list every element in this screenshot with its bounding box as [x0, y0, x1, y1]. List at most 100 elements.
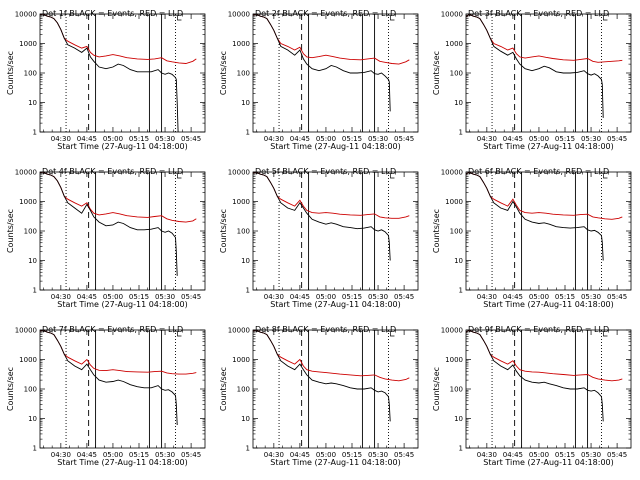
series-events-black: [466, 14, 604, 118]
plot-frame: [465, 329, 632, 449]
x-tick-label: 04:30: [51, 451, 71, 459]
chart-title: Det 3f BLACK = Events, RED = LLD: [468, 9, 609, 18]
x-tick-label: 05:30: [155, 293, 175, 301]
y-tick-label: 1000: [232, 40, 250, 48]
x-tick-label: 05:45: [181, 135, 201, 143]
x-tick-label: 05:00: [316, 135, 336, 143]
x-tick-label: 04:30: [264, 293, 284, 301]
x-tick-label: 04:45: [290, 135, 310, 143]
y-tick-label: 1: [459, 129, 463, 137]
y-tick-label: 1000: [19, 198, 37, 206]
y-tick-label: 1: [459, 287, 463, 295]
x-tick-label: 05:45: [607, 135, 627, 143]
y-tick-label: 1: [33, 287, 37, 295]
y-tick-label: 10: [28, 257, 37, 265]
x-tick-label: 04:30: [51, 293, 71, 301]
y-tick-label: 1: [33, 129, 37, 137]
series-lld-red: [466, 330, 623, 382]
chart-panel-4: Det 4f BLACK = Events, RED = LLD 1 10 100 10…: [6, 167, 206, 309]
end-bracket-mark: [177, 173, 182, 179]
x-tick-label: 05:30: [581, 135, 601, 143]
chart-title: Det 7f BLACK = Events, RED = LLD: [42, 325, 183, 334]
x-tick-label: 04:45: [503, 293, 523, 301]
plot-frame: [465, 13, 632, 133]
y-axis-label: Counts/sec: [219, 367, 228, 411]
x-tick-label: 05:00: [316, 293, 336, 301]
plot-frame: [39, 329, 206, 449]
y-tick-label: 10: [241, 415, 250, 423]
x-tick-label: 05:45: [181, 293, 201, 301]
end-bracket-mark: [390, 15, 395, 21]
x-tick-label: 04:45: [290, 451, 310, 459]
y-tick-label: 10: [241, 257, 250, 265]
y-axis-label: Counts/sec: [6, 51, 15, 95]
y-tick-label: 1000: [19, 40, 37, 48]
series-lld-red: [466, 172, 623, 220]
y-tick-label: 1000: [445, 40, 463, 48]
y-tick-label: 1000: [232, 198, 250, 206]
x-tick-label: 05:15: [342, 293, 362, 301]
end-bracket-mark: [177, 15, 182, 21]
y-tick-label: 10: [28, 415, 37, 423]
x-axis-label: Start Time (27-Aug-11 04:18:00): [270, 300, 401, 309]
series-events-black: [466, 172, 604, 261]
y-tick-label: 10000: [441, 327, 463, 335]
x-tick-label: 04:30: [51, 135, 71, 143]
x-tick-label: 04:30: [264, 135, 284, 143]
x-tick-label: 05:00: [316, 451, 336, 459]
y-tick-label: 10000: [15, 327, 37, 335]
series-events-black: [253, 172, 391, 261]
x-tick-label: 05:15: [129, 135, 149, 143]
y-tick-label: 10000: [228, 327, 250, 335]
x-axis-label: Start Time (27-Aug-11 04:18:00): [483, 458, 614, 467]
series-events-black: [40, 14, 179, 132]
x-tick-label: 05:00: [529, 451, 549, 459]
x-tick-label: 05:45: [607, 293, 627, 301]
x-tick-label: 05:45: [394, 451, 414, 459]
x-axis-label: Start Time (27-Aug-11 04:18:00): [57, 458, 188, 467]
y-axis-label: Counts/sec: [6, 367, 15, 411]
x-tick-label: 04:45: [77, 135, 97, 143]
x-tick-label: 04:45: [290, 293, 310, 301]
y-tick-label: 10: [241, 99, 250, 107]
x-tick-label: 05:30: [581, 293, 601, 301]
plot-frame: [465, 171, 632, 291]
end-bracket-mark: [390, 173, 395, 179]
y-tick-label: 10000: [15, 169, 37, 177]
x-tick-label: 05:30: [368, 451, 388, 459]
x-axis-label: Start Time (27-Aug-11 04:18:00): [57, 142, 188, 151]
x-tick-label: 04:30: [477, 451, 497, 459]
y-tick-label: 10000: [15, 11, 37, 19]
y-tick-label: 10: [454, 99, 463, 107]
y-tick-label: 100: [450, 70, 463, 78]
x-tick-label: 05:30: [155, 135, 175, 143]
x-tick-label: 04:45: [503, 135, 523, 143]
series-events-black: [466, 330, 604, 422]
x-axis-label: Start Time (27-Aug-11 04:18:00): [483, 300, 614, 309]
end-bracket-mark: [603, 331, 608, 337]
chart-title: Det 1f BLACK = Events, RED = LLD: [42, 9, 183, 18]
x-axis-label: Start Time (27-Aug-11 04:18:00): [57, 300, 188, 309]
x-tick-label: 05:15: [555, 293, 575, 301]
chart-title: Det 2f BLACK = Events, RED = LLD: [255, 9, 396, 18]
chart-title: Det 4f BLACK = Events, RED = LLD: [42, 167, 183, 176]
x-tick-label: 05:15: [342, 451, 362, 459]
x-tick-label: 05:15: [555, 135, 575, 143]
chart-panel-9: Det 9f BLACK = Events, RED = LLD 1 10 100 10…: [432, 325, 632, 467]
plot-frame: [252, 329, 419, 449]
x-tick-label: 05:45: [607, 451, 627, 459]
y-tick-label: 1000: [445, 198, 463, 206]
series-events-black: [253, 330, 391, 422]
chart-title: Det 8f BLACK = Events, RED = LLD: [255, 325, 396, 334]
series-lld-red: [253, 330, 410, 382]
x-tick-label: 04:30: [477, 135, 497, 143]
y-axis-label: Counts/sec: [219, 209, 228, 253]
y-tick-label: 100: [450, 228, 463, 236]
x-axis-label: Start Time (27-Aug-11 04:18:00): [483, 142, 614, 151]
x-tick-label: 05:30: [368, 135, 388, 143]
x-tick-label: 05:15: [129, 293, 149, 301]
x-tick-label: 05:30: [581, 451, 601, 459]
x-tick-label: 05:30: [155, 451, 175, 459]
end-bracket-mark: [603, 15, 608, 21]
x-tick-label: 05:30: [368, 293, 388, 301]
